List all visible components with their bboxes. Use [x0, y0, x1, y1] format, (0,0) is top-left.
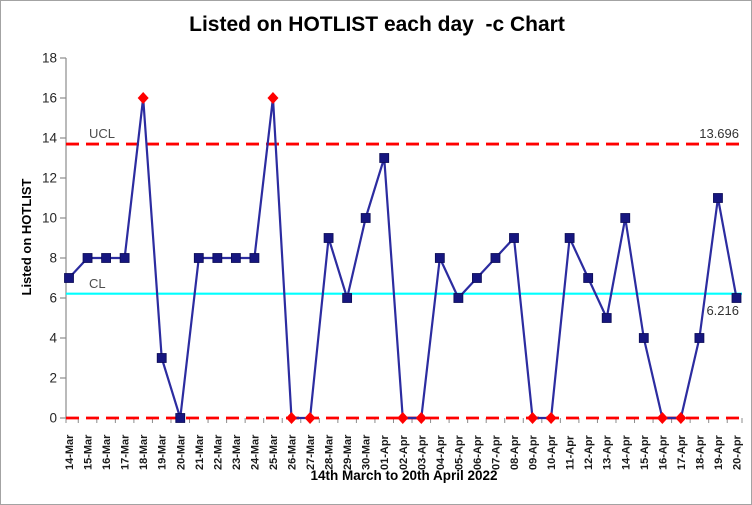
- y-tick-label: 2: [49, 371, 57, 386]
- out-of-control-point: [656, 412, 668, 424]
- cl-label: CL: [89, 276, 106, 291]
- data-point: [230, 253, 241, 263]
- data-point: [119, 253, 130, 263]
- plot-layers: 0 2 4 6 8 10 12 14 16 18 14-Mar 15-Mar 16-Mar 17-Mar 1…: [42, 51, 744, 471]
- data-point: [212, 253, 223, 263]
- cl-value-annotation: 6.216: [706, 303, 739, 318]
- x-tick-label: 14-Apr: [620, 434, 632, 470]
- x-tick-label: 05-Apr: [453, 434, 465, 470]
- x-tick-label: 18-Mar: [138, 434, 150, 470]
- out-of-control-point: [304, 412, 316, 424]
- data-point: [82, 253, 93, 263]
- data-point: [731, 293, 742, 303]
- x-tick-label: 19-Mar: [157, 434, 169, 470]
- x-tick-label: 23-Mar: [231, 434, 243, 470]
- out-of-control-point: [397, 412, 409, 424]
- x-tick-label: 15-Apr: [639, 434, 651, 470]
- x-tick-label: 26-Mar: [287, 434, 299, 470]
- x-tick-label: 27-Mar: [305, 434, 317, 470]
- ucl-value-annotation: 13.696: [699, 126, 739, 141]
- data-point: [583, 273, 594, 283]
- x-tick-label: 29-Mar: [342, 434, 354, 470]
- data-point: [101, 253, 111, 263]
- data-point: [342, 293, 353, 303]
- y-tick-label: 8: [49, 251, 57, 266]
- data-point: [638, 333, 649, 343]
- data-point: [601, 313, 612, 323]
- data-point: [434, 253, 445, 263]
- x-tick-label: 09-Apr: [528, 434, 540, 470]
- out-of-control-point: [527, 412, 539, 424]
- data-point: [509, 233, 519, 243]
- data-point: [360, 213, 371, 223]
- data-point: [156, 353, 167, 363]
- data-point: [564, 233, 575, 243]
- data-point: [249, 253, 260, 263]
- x-tick-label: 16-Mar: [101, 434, 113, 470]
- x-tick-label: 24-Mar: [249, 434, 261, 470]
- x-tick-label: 19-Apr: [713, 434, 725, 470]
- x-tick-label: 14-Mar: [64, 434, 76, 470]
- data-point: [620, 213, 631, 223]
- x-tick-label: 04-Apr: [435, 434, 447, 470]
- x-tick-label: 06-Apr: [472, 434, 484, 470]
- x-tick-label: 08-Apr: [509, 434, 521, 470]
- data-point: [323, 233, 334, 243]
- y-tick-label: 18: [42, 51, 57, 66]
- x-tick-label: 20-Mar: [175, 434, 187, 470]
- data-point: [453, 293, 464, 303]
- x-tick-label: 13-Apr: [602, 434, 614, 470]
- data-point: [490, 253, 501, 263]
- data-point: [713, 193, 723, 203]
- out-of-control-point: [137, 92, 149, 104]
- x-tick-label: 12-Apr: [583, 434, 595, 470]
- y-axis-title: Listed on HOTLIST: [19, 178, 34, 295]
- data-point: [175, 413, 186, 423]
- x-tick-label: 17-Mar: [120, 434, 132, 470]
- x-tick-label: 10-Apr: [546, 434, 558, 470]
- x-tick-label: 16-Apr: [657, 434, 669, 470]
- x-tick-label: 11-Apr: [565, 435, 577, 470]
- x-axis-title: 14th March to 20th April 2022: [310, 468, 498, 483]
- y-tick-label: 6: [49, 291, 57, 306]
- x-tick-label: 21-Mar: [194, 434, 206, 470]
- out-of-control-point: [415, 412, 427, 424]
- x-tick-label: 01-Apr: [379, 434, 391, 470]
- out-of-control-point: [545, 412, 557, 424]
- y-tick-label: 4: [49, 331, 57, 346]
- data-point: [379, 153, 390, 163]
- x-tick-label: 07-Apr: [490, 434, 502, 470]
- y-tick-label: 14: [42, 131, 58, 146]
- series-line: [68, 96, 738, 420]
- y-tick-label: 0: [49, 411, 57, 426]
- ucl-label: UCL: [89, 126, 115, 141]
- x-tick-label: 02-Apr: [398, 434, 410, 470]
- x-tick-label: 30-Mar: [361, 434, 373, 470]
- y-tick-label: 16: [42, 91, 57, 106]
- chart-title: Listed on HOTLIST each day -c Chart: [189, 13, 565, 36]
- y-tick-label: 10: [42, 211, 57, 226]
- out-of-control-point: [286, 412, 297, 424]
- x-tick-label: 03-Apr: [416, 434, 428, 470]
- x-tick-label: 17-Apr: [676, 434, 688, 470]
- x-tick-label: 28-Mar: [324, 434, 336, 470]
- data-point: [193, 253, 204, 263]
- x-tick-label: 15-Mar: [83, 434, 95, 470]
- data-point: [64, 273, 74, 283]
- y-tick-label: 12: [42, 171, 57, 186]
- out-of-control-point: [267, 92, 279, 104]
- x-tick-label: 22-Mar: [212, 434, 224, 470]
- out-of-control-point: [675, 412, 687, 424]
- data-point: [472, 273, 482, 283]
- x-tick-label: 25-Mar: [268, 434, 280, 470]
- data-point: [694, 333, 705, 343]
- x-tick-label: 20-Apr: [732, 434, 744, 470]
- x-tick-label: 18-Apr: [694, 434, 706, 470]
